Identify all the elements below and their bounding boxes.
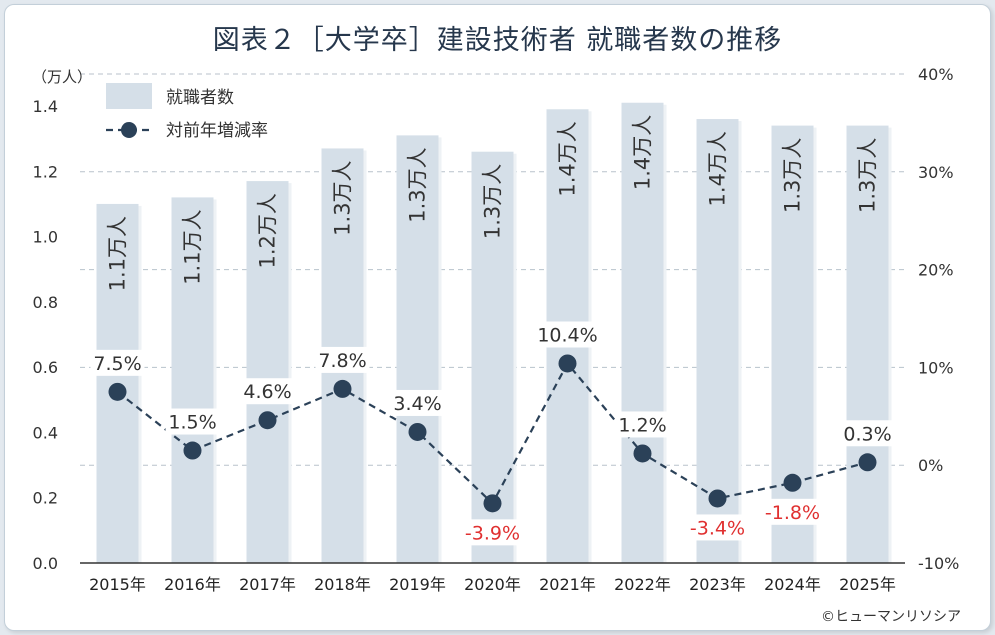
legend-bar-swatch: [106, 83, 152, 109]
x-tick-label: 2018年: [314, 575, 371, 594]
growth-rate-label: 10.4%: [537, 324, 597, 346]
x-tick-label: 2016年: [164, 575, 221, 594]
growth-rate-label: 3.4%: [393, 393, 441, 415]
left-axis-tick-label: 1.0: [33, 228, 58, 247]
bar-data-label: 1.4万人: [556, 121, 580, 196]
bar-data-label: 1.4万人: [706, 131, 730, 206]
growth-rate-point: [783, 473, 802, 492]
growth-rate-label: 0.3%: [843, 423, 891, 445]
bar-data-label: 1.3万人: [331, 160, 355, 235]
growth-rate-point: [333, 379, 352, 398]
left-axis-tick-label: 0.8: [33, 293, 58, 312]
growth-rate-label-bg: [90, 349, 145, 376]
growth-rate-label: 1.2%: [618, 414, 666, 436]
x-tick-label: 2020年: [464, 575, 521, 594]
bar: [621, 102, 664, 563]
growth-rate-point: [183, 441, 202, 460]
bar-data-label: 1.3万人: [481, 164, 505, 239]
growth-rate-label: 1.5%: [168, 412, 216, 434]
growth-rate-point: [858, 453, 877, 472]
x-tick-label: 2019年: [389, 575, 446, 594]
legend-line-marker: [121, 122, 137, 138]
left-axis-tick-label: 0.0: [33, 554, 58, 573]
growth-rate-point: [633, 444, 652, 463]
x-tick-label: 2017年: [239, 575, 296, 594]
growth-rate-label: 7.8%: [318, 350, 366, 372]
left-axis-tick-label: 0.6: [33, 358, 58, 377]
growth-rate-label-bg: [534, 321, 601, 348]
growth-rate-point: [558, 354, 577, 373]
right-axis-tick-label: 0%: [918, 456, 943, 475]
right-axis-tick-label: 10%: [918, 358, 954, 377]
x-tick-label: 2015年: [89, 575, 146, 594]
growth-rate-label: -3.4%: [690, 517, 745, 539]
growth-rate-point: [108, 382, 127, 401]
bar: [246, 181, 289, 564]
bar-data-label: 1.3万人: [781, 138, 805, 213]
growth-rate-label-bg: [759, 498, 826, 525]
x-tick-label: 2025年: [839, 575, 896, 594]
x-tick-label: 2022年: [614, 575, 671, 594]
bar: [396, 135, 439, 563]
left-axis-tick-label: 1.2: [33, 162, 58, 181]
right-axis-tick-label: 20%: [918, 261, 954, 280]
growth-rate-label-bg: [615, 411, 670, 438]
left-axis-tick-label: 0.2: [33, 489, 58, 508]
growth-rate-point: [408, 422, 427, 441]
growth-rate-label-bg: [315, 346, 370, 373]
chart-title: 図表２［大学卒］建設技術者 就職者数の推移: [212, 25, 783, 56]
bar-data-label: 1.4万人: [631, 115, 655, 190]
growth-rate-label: -3.9%: [465, 522, 520, 544]
left-axis-tick-label: 0.4: [33, 423, 58, 442]
x-tick-label: 2021年: [539, 575, 596, 594]
bar-data-label: 1.3万人: [406, 147, 430, 222]
growth-rate-label-bg: [684, 514, 751, 541]
legend-bar-label: 就職者数: [166, 88, 234, 108]
right-axis-tick-label: 40%: [918, 65, 954, 84]
growth-rate-point: [708, 489, 727, 508]
growth-rate-label-bg: [240, 378, 295, 405]
legend-line-label: 対前年増減率: [166, 121, 268, 141]
growth-rate-label-bg: [840, 420, 895, 447]
right-axis-tick-label: 30%: [918, 163, 954, 182]
bar-data-label: 1.1万人: [106, 216, 130, 291]
bar: [171, 197, 214, 563]
x-tick-label: 2023年: [689, 575, 746, 594]
growth-rate-label-bg: [165, 408, 220, 435]
left-axis-tick-label: 1.4: [33, 97, 58, 116]
bar-data-label: 1.2万人: [256, 193, 280, 268]
growth-rate-label-bg: [459, 519, 526, 546]
copyright: ©ヒューマンリソシア: [821, 609, 961, 625]
growth-rate-label: -1.8%: [765, 502, 820, 524]
growth-rate-point: [483, 494, 502, 513]
x-tick-label: 2024年: [764, 575, 821, 594]
growth-rate-label: 7.5%: [93, 353, 141, 375]
right-axis-tick-label: -10%: [918, 554, 959, 573]
left-axis-unit-label: （万人）: [32, 68, 92, 86]
growth-rate-label: 4.6%: [243, 381, 291, 403]
bar: [846, 125, 889, 563]
bar-data-label: 1.3万人: [856, 138, 880, 213]
growth-rate-point: [258, 411, 277, 430]
bar-data-label: 1.1万人: [181, 209, 205, 284]
growth-rate-label-bg: [390, 389, 445, 416]
